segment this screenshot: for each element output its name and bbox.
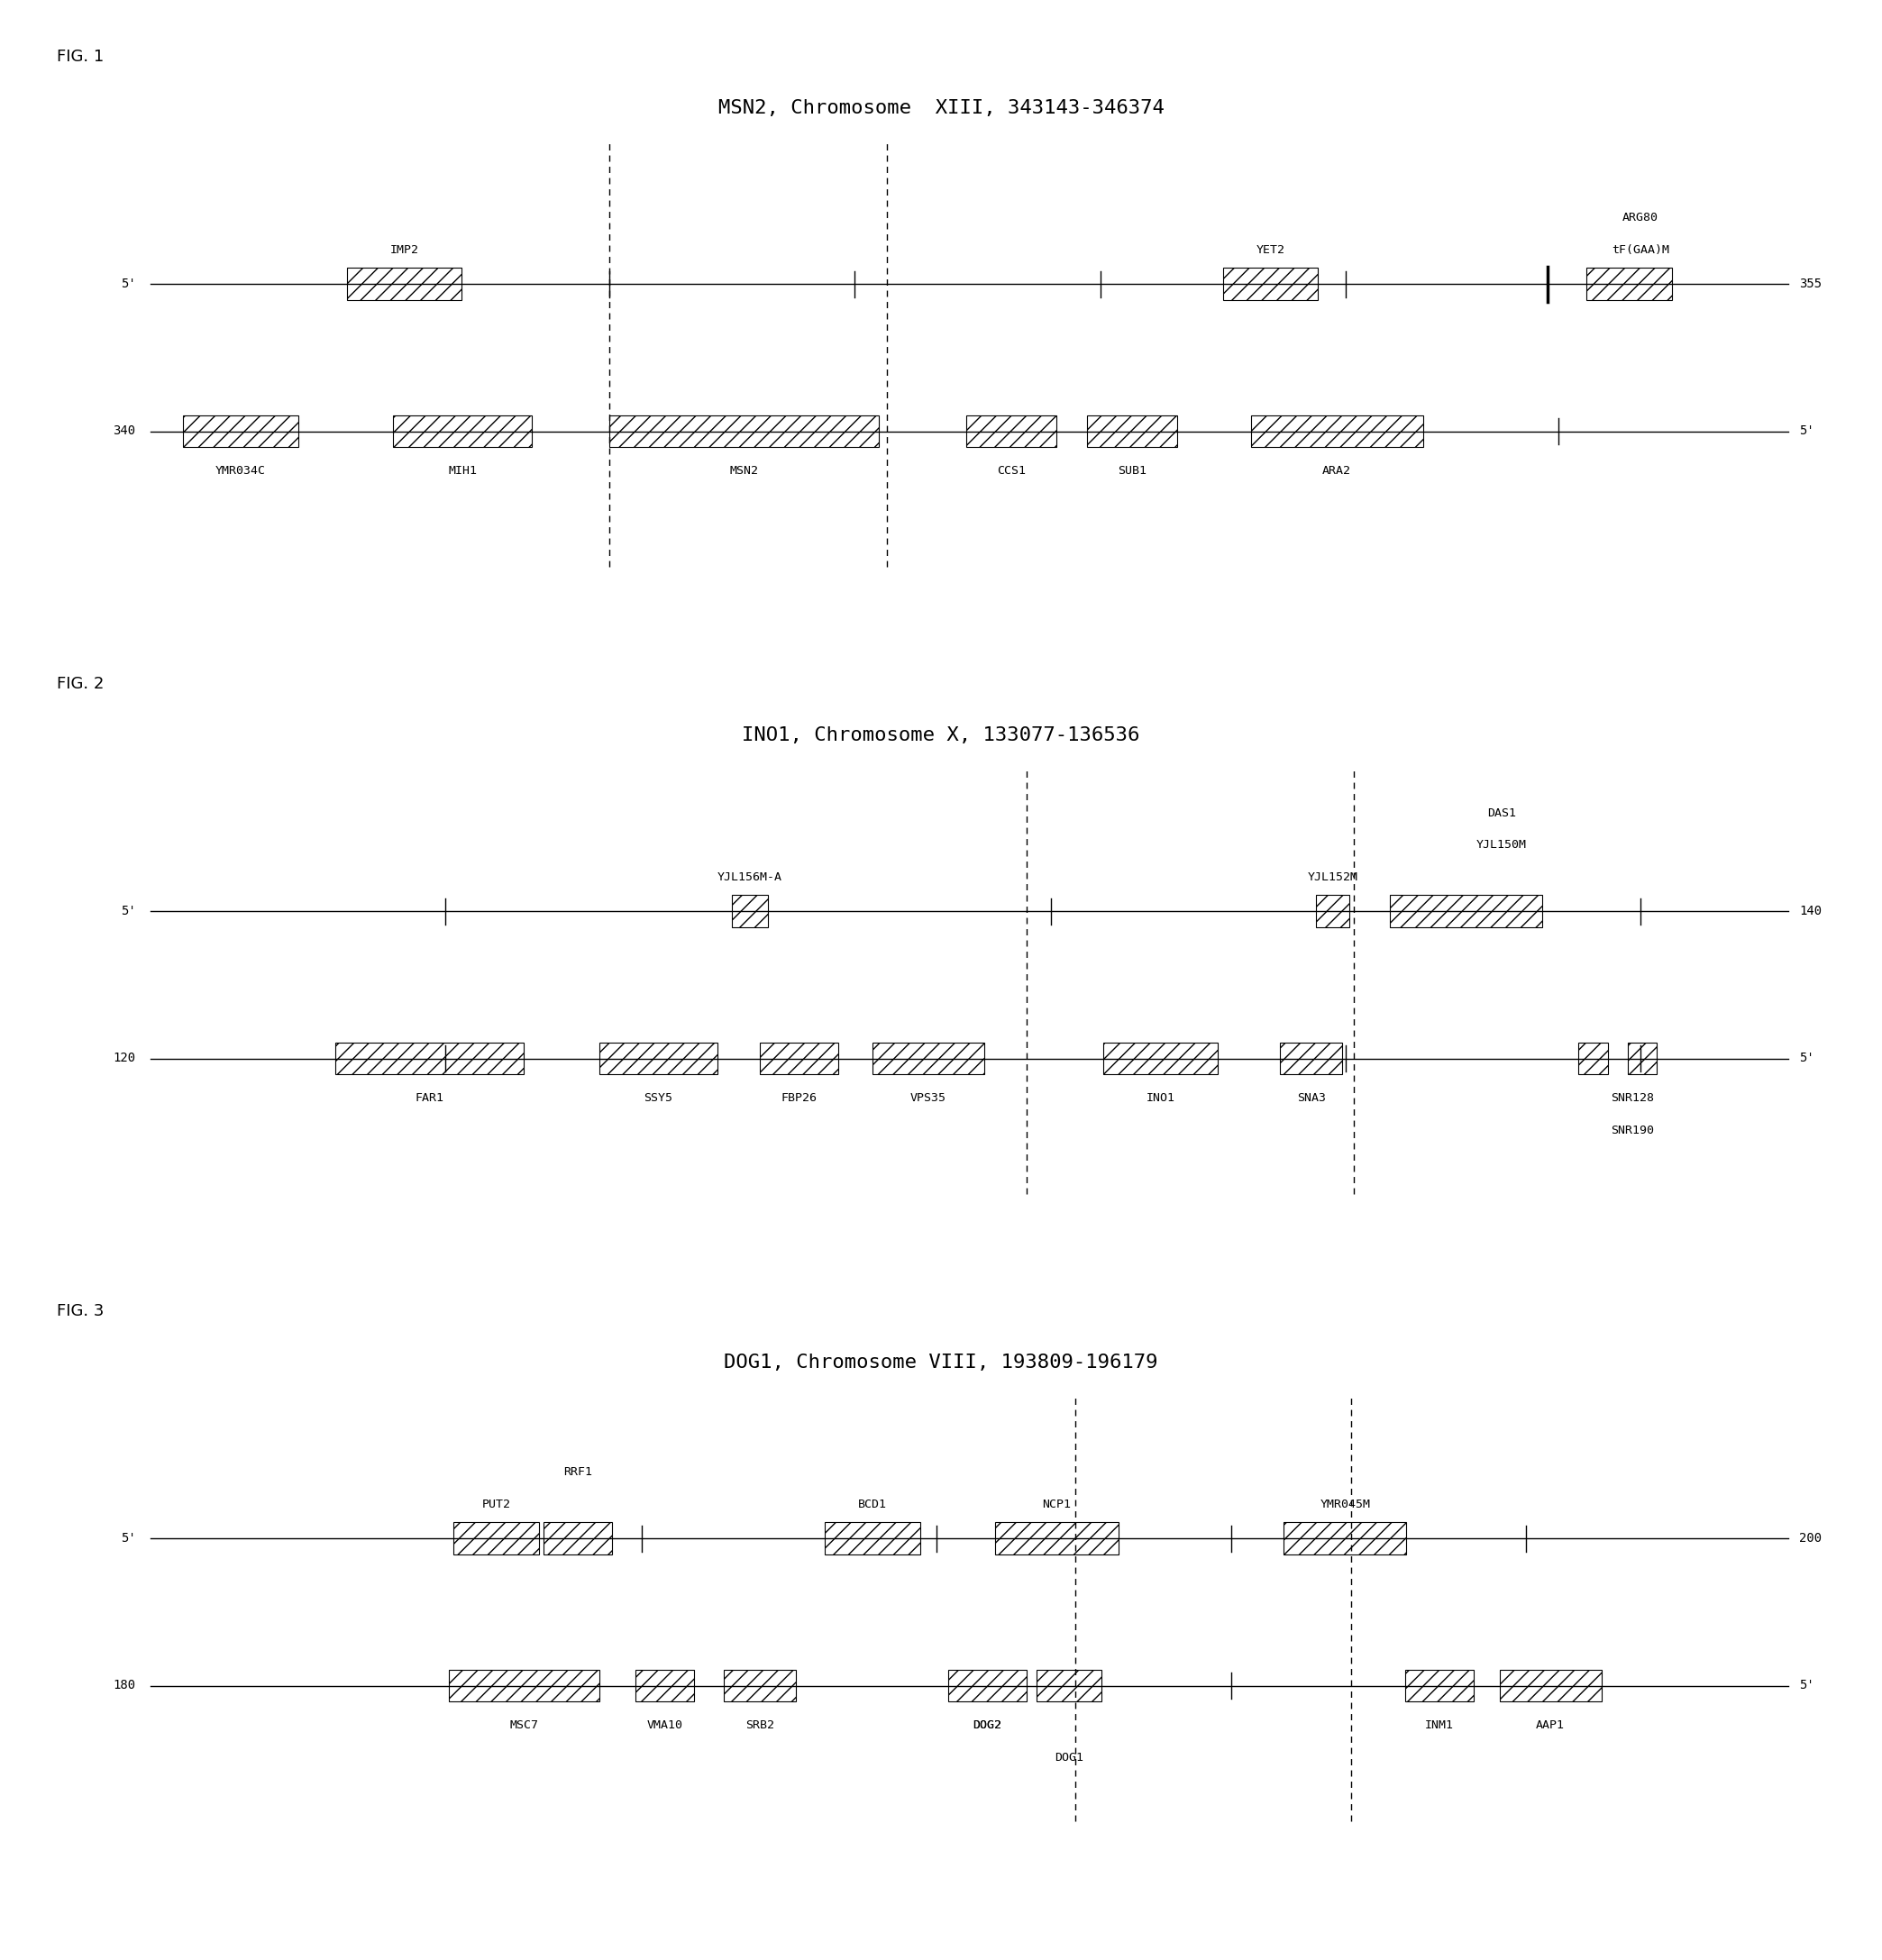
Text: INO1: INO1 [1146, 1092, 1174, 1103]
Text: YJL150M: YJL150M [1475, 839, 1526, 851]
Bar [335, 1043, 523, 1074]
Text: DOG1, Chromosome VIII, 193809-196179: DOG1, Chromosome VIII, 193809-196179 [725, 1352, 1157, 1372]
Bar [949, 1670, 1026, 1701]
Bar [1587, 269, 1671, 300]
Text: FIG. 2: FIG. 2 [56, 676, 104, 692]
Bar [732, 896, 768, 927]
Text: FIG. 1: FIG. 1 [56, 49, 104, 65]
Text: ARA2: ARA2 [1323, 465, 1351, 476]
Bar [1103, 1043, 1218, 1074]
Text: SSY5: SSY5 [644, 1092, 672, 1103]
Bar [1284, 1523, 1406, 1554]
Bar [873, 1043, 984, 1074]
Text: AAP1: AAP1 [1536, 1719, 1566, 1731]
Text: DAS1: DAS1 [1487, 808, 1515, 819]
Bar [1223, 269, 1317, 300]
Bar [636, 1670, 694, 1701]
Bar [448, 1670, 598, 1701]
Text: DOG2: DOG2 [973, 1719, 1001, 1731]
Text: VMA10: VMA10 [647, 1719, 683, 1731]
Bar [1404, 1670, 1474, 1701]
Text: BCD1: BCD1 [858, 1499, 886, 1511]
Text: FIG. 3: FIG. 3 [56, 1303, 104, 1319]
Bar [1316, 896, 1349, 927]
Bar [1579, 1043, 1607, 1074]
Text: YMR034C: YMR034C [215, 465, 265, 476]
Bar [598, 1043, 717, 1074]
Text: CCS1: CCS1 [997, 465, 1026, 476]
Text: ARG80: ARG80 [1622, 212, 1658, 223]
Bar [454, 1523, 538, 1554]
Bar [1628, 1043, 1656, 1074]
Text: MSC7: MSC7 [510, 1719, 538, 1731]
Text: MIH1: MIH1 [448, 465, 476, 476]
Bar [996, 1523, 1118, 1554]
Text: SUB1: SUB1 [1118, 465, 1146, 476]
Text: SNR128: SNR128 [1611, 1092, 1654, 1103]
Bar [965, 416, 1056, 447]
Text: 5': 5' [1799, 1053, 1814, 1064]
Text: 5': 5' [1799, 425, 1814, 437]
Bar [1252, 416, 1423, 447]
Text: MSN2: MSN2 [730, 465, 758, 476]
Text: INO1, Chromosome X, 133077-136536: INO1, Chromosome X, 133077-136536 [742, 725, 1140, 745]
Bar [346, 269, 461, 300]
Text: 5': 5' [120, 278, 136, 290]
Text: 5': 5' [120, 1533, 136, 1544]
Bar [1280, 1043, 1342, 1074]
Text: FBP26: FBP26 [781, 1092, 817, 1103]
Text: SNA3: SNA3 [1297, 1092, 1325, 1103]
Text: INM1: INM1 [1425, 1719, 1453, 1731]
Text: MSN2, Chromosome  XIII, 343143-346374: MSN2, Chromosome XIII, 343143-346374 [717, 98, 1165, 118]
Text: FAR1: FAR1 [416, 1092, 444, 1103]
Bar [1391, 896, 1543, 927]
Text: 5': 5' [120, 906, 136, 917]
Text: tF(GAA)M: tF(GAA)M [1611, 245, 1669, 257]
Text: YMR045M: YMR045M [1319, 1499, 1370, 1511]
Text: YJL152M: YJL152M [1308, 872, 1359, 884]
Bar [1088, 416, 1176, 447]
Text: 200: 200 [1799, 1533, 1822, 1544]
Bar [760, 1043, 837, 1074]
Text: VPS35: VPS35 [911, 1092, 947, 1103]
Text: 5': 5' [1799, 1680, 1814, 1691]
Bar [183, 416, 297, 447]
Bar [723, 1670, 796, 1701]
Text: DOG1: DOG1 [1054, 1752, 1084, 1764]
Text: IMP2: IMP2 [390, 245, 420, 257]
Text: 140: 140 [1799, 906, 1822, 917]
Bar [610, 416, 879, 447]
Text: NCP1: NCP1 [1043, 1499, 1071, 1511]
Bar [1037, 1670, 1101, 1701]
Text: YJL156M-A: YJL156M-A [717, 872, 783, 884]
Text: PUT2: PUT2 [482, 1499, 510, 1511]
Text: 340: 340 [113, 425, 136, 437]
Text: 180: 180 [113, 1680, 136, 1691]
Bar [544, 1523, 612, 1554]
Bar [824, 1523, 920, 1554]
Text: RRF1: RRF1 [563, 1466, 593, 1478]
Text: 355: 355 [1799, 278, 1822, 290]
Text: SRB2: SRB2 [745, 1719, 774, 1731]
Text: 120: 120 [113, 1053, 136, 1064]
Bar [1500, 1670, 1602, 1701]
Bar [393, 416, 533, 447]
Text: SNR190: SNR190 [1611, 1125, 1654, 1137]
Text: YET2: YET2 [1255, 245, 1285, 257]
Text: DOG2: DOG2 [973, 1719, 1001, 1731]
